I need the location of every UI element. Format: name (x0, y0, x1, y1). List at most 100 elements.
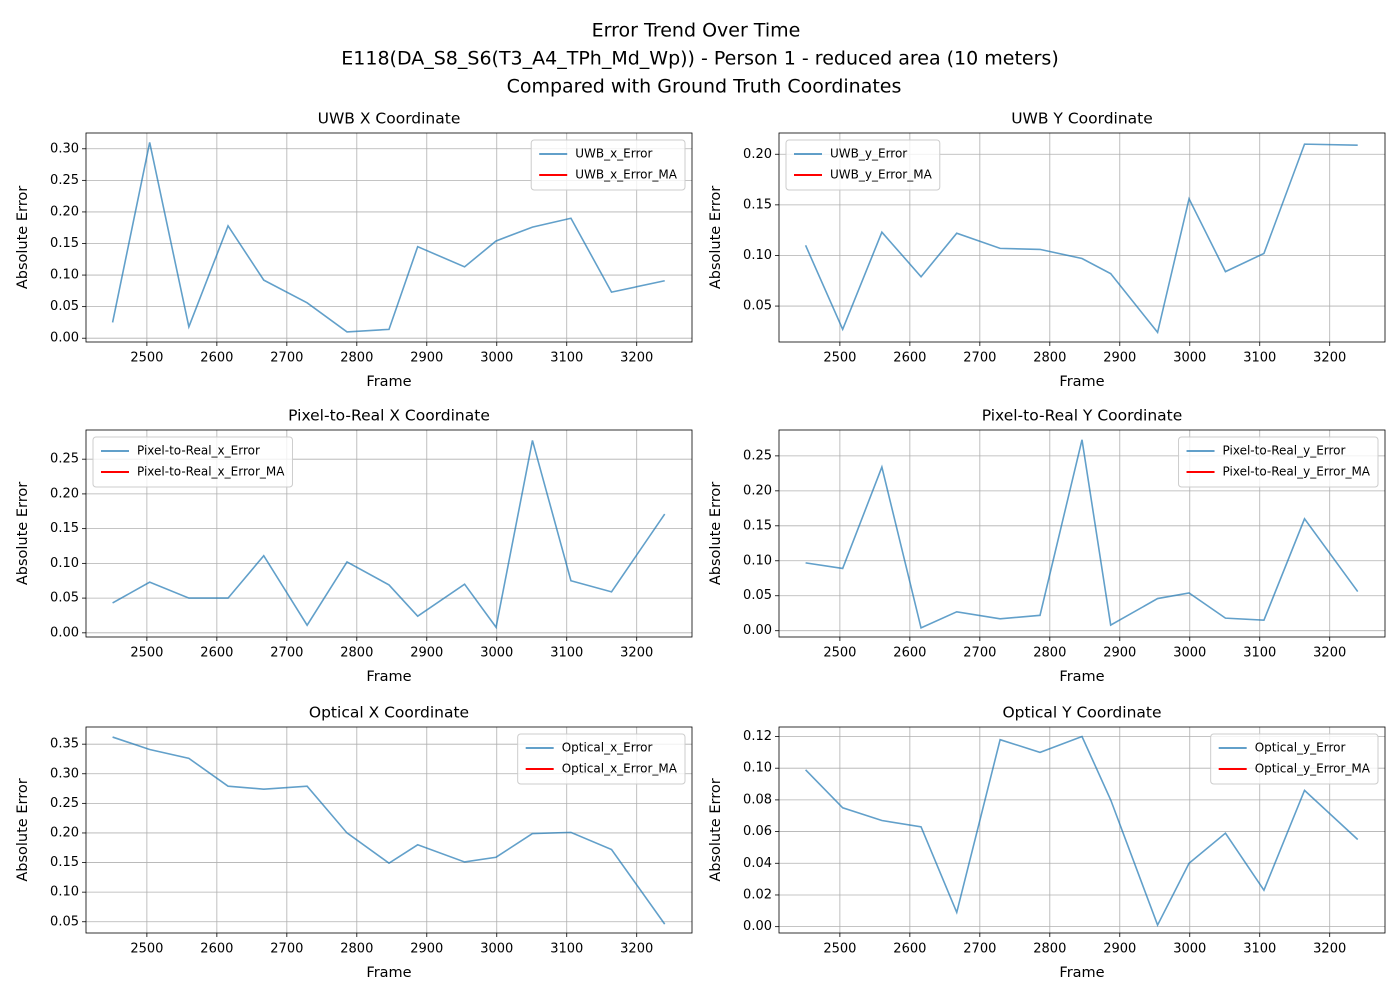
x-tick-label: 3200 (620, 351, 653, 366)
axes-frame (778, 429, 1386, 638)
data-line (111, 142, 665, 333)
x-tick-label: 2800 (340, 351, 373, 366)
legend: Pixel-to-Real_x_Error Pixel-to-Real_x_Err… (92, 436, 293, 488)
y-axis-label: Absolute Error (15, 186, 31, 289)
y-tick-label: 0.35 (50, 737, 79, 752)
data-line (112, 440, 666, 630)
x-tick-label: 2700 (270, 646, 303, 661)
axes-frame (85, 132, 693, 343)
x-tick-label: 2700 (270, 942, 303, 957)
y-tick-label: 0.00 (50, 331, 79, 346)
subplot-title: UWB Y Coordinate (1011, 110, 1153, 128)
axes-frame (778, 132, 1386, 343)
x-tick-label: 3000 (480, 646, 513, 661)
x-tick-label: 2800 (1033, 646, 1066, 661)
x-tick-label: 3000 (1173, 942, 1206, 957)
y-axis-label: Absolute Error (15, 482, 31, 585)
x-axis-label: Frame (1059, 669, 1104, 685)
y-tick-label: 0.15 (743, 197, 772, 212)
y-tick-label: 0.10 (50, 885, 79, 900)
legend: Optical_x_Error Optical_x_Error_MA (517, 733, 686, 785)
x-tick-label: 2900 (1103, 646, 1136, 661)
subplot: 2500 2600 2700 2800 2900 3000 3100 3200 0.00 0.05… (708, 407, 1386, 685)
suptitle: E118(DA_S8_S6(T3_A4_TPh_Md_Wp)) - Person… (341, 48, 1058, 70)
y-tick-label: 0.15 (50, 236, 79, 251)
x-tick-label: 2700 (963, 942, 996, 957)
x-axis-label: Frame (366, 374, 411, 390)
x-tick-label: 3200 (1313, 646, 1346, 661)
y-tick-label: 0.12 (743, 729, 772, 744)
x-tick-label: 3100 (1243, 646, 1276, 661)
x-tick-label: 2600 (893, 942, 926, 957)
subplot-title: Pixel-to-Real Y Coordinate (982, 407, 1183, 425)
axes-frame (778, 726, 1386, 934)
x-tick-label: 3000 (480, 351, 513, 366)
x-tick-label: 3100 (1243, 942, 1276, 957)
suptitle: Compared with Ground Truth Coordinates (507, 76, 902, 98)
y-tick-label: 0.20 (743, 147, 772, 162)
legend-label: UWB_y_Error (830, 147, 907, 161)
x-tick-label: 2500 (823, 942, 856, 957)
y-tick-label: 0.20 (743, 483, 772, 498)
legend: UWB_y_Error UWB_y_Error_MA (785, 139, 941, 191)
x-tick-label: 3200 (1313, 351, 1346, 366)
y-tick-label: 0.05 (743, 299, 772, 314)
x-tick-label: 3100 (550, 351, 583, 366)
axes-frame (85, 429, 693, 638)
x-tick-label: 3100 (1243, 351, 1276, 366)
y-tick-label: 0.25 (50, 173, 79, 188)
legend-label: UWB_x_Error_MA (575, 168, 678, 182)
x-tick-label: 2700 (963, 351, 996, 366)
data-line (112, 736, 666, 925)
y-tick-label: 0.04 (743, 856, 772, 871)
x-axis-label: Frame (366, 669, 411, 685)
y-tick-label: 0.15 (743, 518, 772, 533)
x-tick-label: 2900 (410, 351, 443, 366)
y-tick-label: 0.10 (743, 761, 772, 776)
subplot: 2500 2600 2700 2800 2900 3000 3100 3200 0.00 0.05… (15, 110, 693, 390)
x-tick-label: 2800 (340, 942, 373, 957)
y-axis-label: Absolute Error (708, 778, 724, 881)
y-tick-label: 0.30 (50, 141, 79, 156)
y-axis-label: Absolute Error (708, 186, 724, 289)
legend: Pixel-to-Real_y_Error Pixel-to-Real_y_Err… (1178, 436, 1379, 488)
subplot-title: Optical Y Coordinate (1002, 704, 1161, 722)
y-tick-label: 0.10 (743, 248, 772, 263)
x-tick-label: 2600 (200, 351, 233, 366)
legend: UWB_x_Error UWB_x_Error_MA (530, 139, 686, 191)
x-tick-label: 2600 (893, 351, 926, 366)
y-axis-label: Absolute Error (15, 778, 31, 881)
axes-frame (85, 726, 693, 934)
legend-label: Optical_y_Error (1255, 741, 1346, 755)
data-line (805, 439, 1359, 630)
data-line (804, 143, 1358, 335)
y-tick-label: 0.00 (743, 919, 772, 934)
y-tick-label: 0.06 (743, 824, 772, 839)
x-tick-label: 2600 (200, 942, 233, 957)
x-tick-label: 2900 (1103, 351, 1136, 366)
x-axis-label: Frame (366, 965, 411, 981)
y-tick-label: 0.30 (50, 766, 79, 781)
y-axis-label: Absolute Error (708, 482, 724, 585)
x-tick-label: 3200 (1313, 942, 1346, 957)
legend-label: Pixel-to-Real_x_Error (137, 444, 260, 458)
x-tick-label: 2800 (340, 646, 373, 661)
y-tick-label: 0.08 (743, 792, 772, 807)
subplot-title: Optical X Coordinate (309, 704, 469, 722)
legend-label: Pixel-to-Real_x_Error_MA (137, 465, 285, 479)
y-tick-label: 0.02 (743, 887, 772, 902)
y-tick-label: 0.20 (50, 204, 79, 219)
subplot: 2500 2600 2700 2800 2900 3000 3100 3200 0.00 0.02… (708, 704, 1386, 981)
x-axis-label: Frame (1059, 965, 1104, 981)
legend-box (517, 733, 686, 785)
y-tick-label: 0.10 (743, 553, 772, 568)
y-tick-label: 0.10 (50, 556, 79, 571)
legend-label: Pixel-to-Real_y_Error_MA (1223, 465, 1371, 479)
x-tick-label: 2900 (410, 646, 443, 661)
subplot: 2500 2600 2700 2800 2900 3000 3100 3200 0.05 0.10… (708, 110, 1386, 390)
x-tick-label: 3100 (550, 646, 583, 661)
legend-label: UWB_x_Error (575, 147, 652, 161)
x-tick-label: 3100 (550, 942, 583, 957)
x-tick-label: 2500 (823, 646, 856, 661)
y-tick-label: 0.05 (50, 299, 79, 314)
